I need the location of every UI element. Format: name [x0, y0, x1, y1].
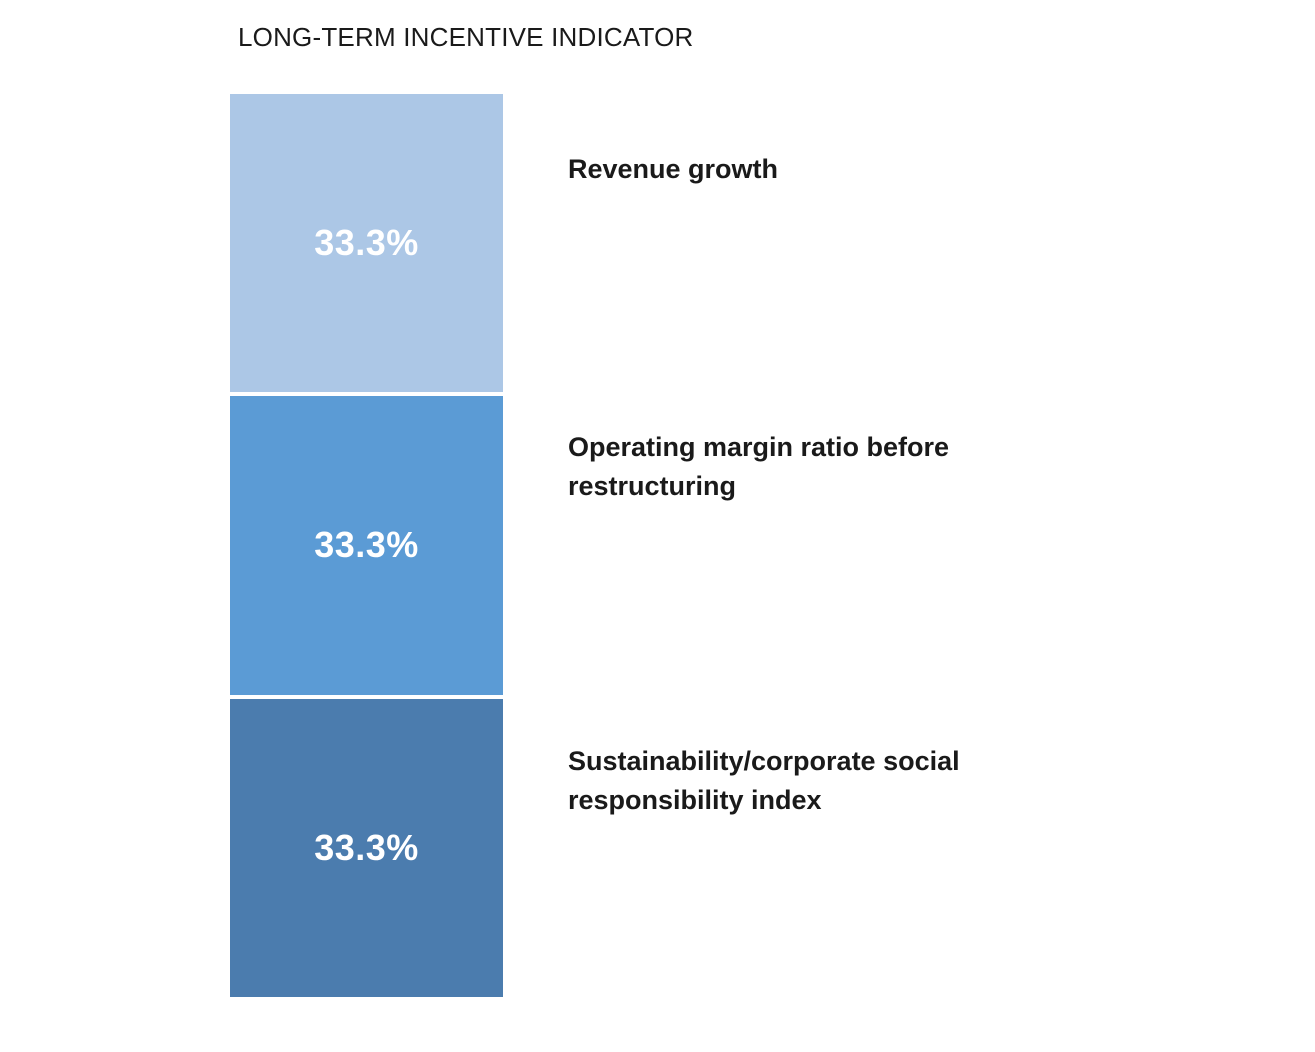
bar-segment-revenue-growth: 33.3%: [230, 94, 503, 393]
bar-segment-operating-margin: 33.3%: [230, 396, 503, 695]
segment-value-label-revenue-growth: 33.3%: [314, 222, 419, 264]
segment-label-operating-margin: Operating margin ratio before restructur…: [568, 432, 950, 501]
segment-label-sustainability-index: Sustainability/corporate social responsi…: [568, 746, 960, 815]
segment-label-revenue-growth: Revenue growth: [568, 154, 779, 184]
segment-value-label-operating-margin: 33.3%: [314, 524, 419, 566]
segment-value-label-sustainability-index: 33.3%: [314, 826, 419, 868]
chart-title: LONG-TERM INCENTIVE INDICATOR: [238, 22, 694, 52]
stacked-bar-column: 33.3% 33.3% 33.3%: [230, 94, 503, 997]
bar-segment-sustainability-index: 33.3%: [230, 698, 503, 997]
